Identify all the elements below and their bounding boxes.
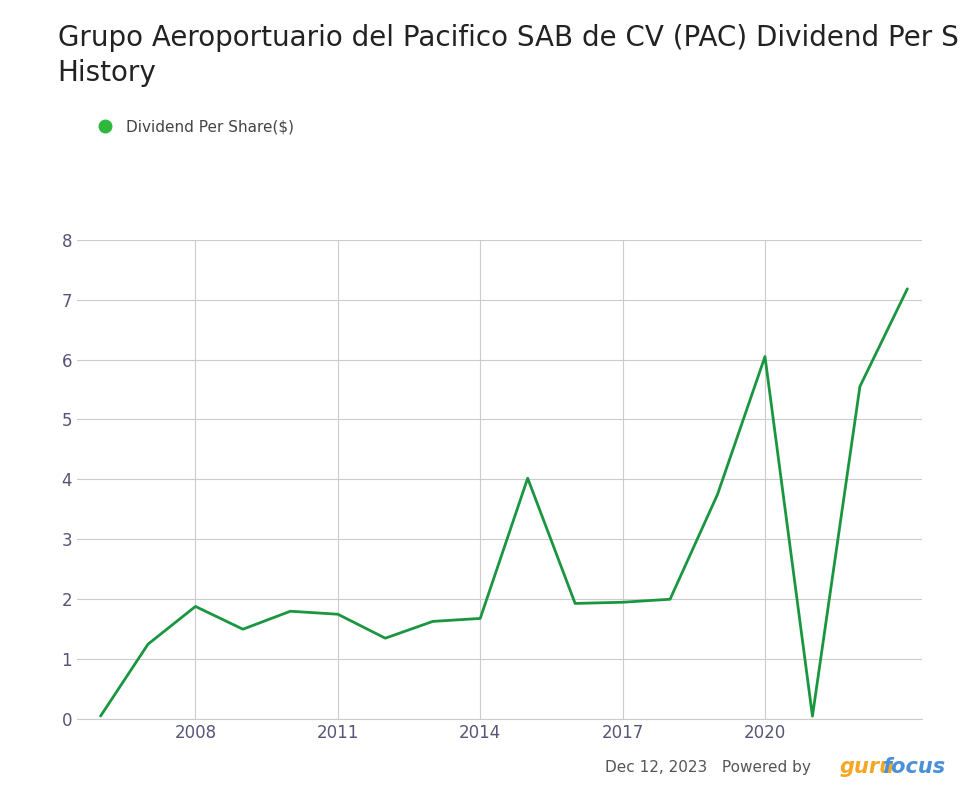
Text: Dec 12, 2023   Powered by: Dec 12, 2023 Powered by bbox=[605, 760, 816, 775]
Text: Grupo Aeroportuario del Pacifico SAB de CV (PAC) Dividend Per Share
History: Grupo Aeroportuario del Pacifico SAB de … bbox=[58, 24, 960, 86]
Text: focus: focus bbox=[883, 757, 947, 777]
Text: guru: guru bbox=[840, 757, 895, 777]
Legend: Dividend Per Share($): Dividend Per Share($) bbox=[84, 113, 300, 141]
